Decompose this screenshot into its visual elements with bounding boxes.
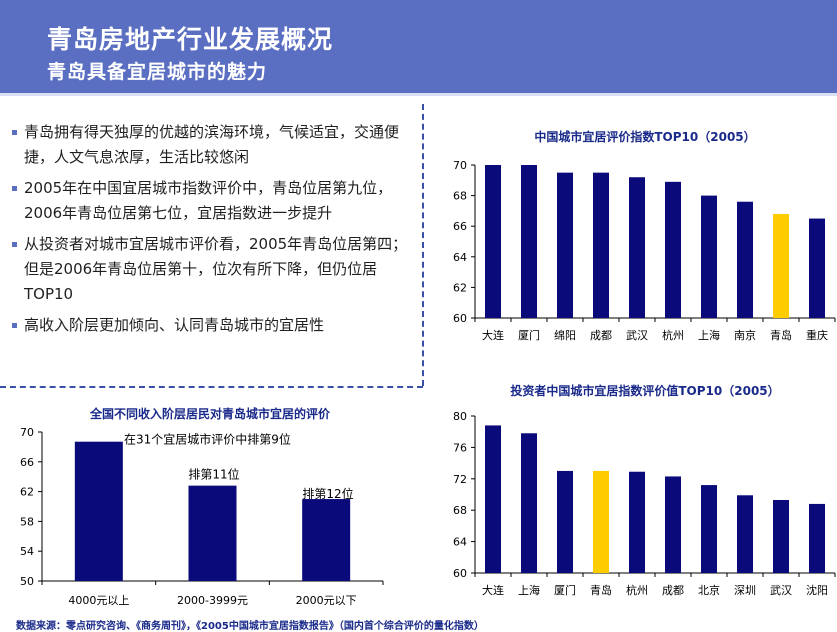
bar xyxy=(629,471,645,573)
chart-city-livability-top10: 中国城市宜居评价指数TOP10（2005） 60 62 64 66 68 70 大连 厦门 绵阳 成… xyxy=(453,129,836,342)
bar xyxy=(737,201,753,318)
x-category-label: 4000元以上 xyxy=(68,594,129,607)
x-category-label: 沈阳 xyxy=(806,583,828,597)
bar xyxy=(809,503,825,573)
bullet-item: 高收入阶层更加倾向、认同青岛城市的宜居性 xyxy=(12,313,417,338)
bullet-square-icon xyxy=(12,130,17,135)
y-tick-label: 62 xyxy=(20,486,34,499)
y-tick-label: 66 xyxy=(453,220,467,233)
bar xyxy=(773,499,789,573)
y-tick-label: 64 xyxy=(453,251,467,264)
bullet-item: 2005年在中国宜居城市指数评价中，青岛位居第九位，2006年青岛位居第七位，宜… xyxy=(12,176,417,226)
header-banner: 青岛房地产行业发展概况 青岛具备宜居城市的魅力 xyxy=(0,0,837,93)
y-tick-label: 72 xyxy=(453,473,467,486)
bar xyxy=(809,218,825,318)
dashed-divider-vertical xyxy=(422,104,424,386)
y-tick-label: 70 xyxy=(20,426,34,439)
y-tick-label: 76 xyxy=(453,441,467,454)
y-tick-label: 50 xyxy=(20,575,34,588)
x-category-label: 大连 xyxy=(482,583,504,597)
bar xyxy=(521,433,537,573)
y-tick-label: 68 xyxy=(453,504,467,517)
bar xyxy=(665,181,681,318)
bullet-text: 2005年在中国宜居城市指数评价中，青岛位居第九位，2006年青岛位居第七位，宜… xyxy=(24,179,393,222)
bar xyxy=(701,195,717,318)
y-tick-label: 64 xyxy=(453,536,467,549)
x-category-label: 青岛 xyxy=(590,583,612,597)
bar xyxy=(593,470,609,573)
x-category-label: 杭州 xyxy=(626,583,648,597)
dashed-divider-horizontal xyxy=(0,386,423,388)
page-subtitle: 青岛具备宜居城市的魅力 xyxy=(47,61,268,83)
bullet-square-icon xyxy=(12,323,17,328)
y-tick-label: 70 xyxy=(453,159,467,172)
bullet-item: 青岛拥有得天独厚的优越的滨海环境，气候适宜，交通便捷，人文气息浓厚，生活比较悠闲 xyxy=(12,120,417,170)
bar xyxy=(557,470,573,573)
bar xyxy=(188,485,237,581)
bar xyxy=(773,213,789,318)
x-category-label: 杭州 xyxy=(662,328,684,342)
y-tick-label: 54 xyxy=(20,545,34,558)
x-category-label: 2000元以下 xyxy=(296,594,357,607)
x-category-label: 北京 xyxy=(698,583,720,597)
bar xyxy=(74,441,123,581)
chart-title: 投资者中国城市宜居指数评价值TOP10（2005） xyxy=(510,383,779,398)
bullet-text: 从投资者对城市宜居城市评价看，2005年青岛位居第四；但是2006年青岛位居第十… xyxy=(24,235,408,303)
chart-income-group-evaluation: 全国不同收入阶层居民对青岛城市宜居的评价 50 54 58 62 66 70 4000元以上 在… xyxy=(20,406,384,607)
x-category-label: 成都 xyxy=(590,329,612,342)
y-tick-label: 68 xyxy=(453,190,467,203)
y-tick-label: 66 xyxy=(20,456,34,469)
y-tick-label: 60 xyxy=(453,312,467,325)
y-tick-label: 58 xyxy=(20,515,34,528)
bar xyxy=(485,425,501,573)
bar xyxy=(521,165,537,318)
x-category-label: 成都 xyxy=(662,584,684,597)
bar-annotation: 排第12位 xyxy=(302,486,353,501)
bullet-square-icon xyxy=(12,186,17,191)
bar xyxy=(302,499,351,581)
bullet-text: 青岛拥有得天独厚的优越的滨海环境，气候适宜，交通便捷，人文气息浓厚，生活比较悠闲 xyxy=(24,123,400,166)
bar xyxy=(737,495,753,573)
bullet-text: 高收入阶层更加倾向、认同青岛城市的宜居性 xyxy=(24,316,325,334)
x-category-label: 武汉 xyxy=(770,584,792,597)
bar-annotation: 在31个宜居城市评价中排第9位 xyxy=(124,432,291,447)
x-category-label: 厦门 xyxy=(554,583,576,597)
y-tick-label: 60 xyxy=(453,567,467,580)
x-category-label: 深圳 xyxy=(734,584,756,597)
data-source-note: 数据来源：零点研究咨询、《商务周刊》，《2005中国城市宜居指数报告》（国内首个… xyxy=(16,621,484,632)
bar-annotation: 排第11位 xyxy=(188,467,239,482)
chart-title: 全国不同收入阶层居民对青岛城市宜居的评价 xyxy=(89,406,331,421)
bar xyxy=(629,177,645,318)
chart-title: 中国城市宜居评价指数TOP10（2005） xyxy=(534,129,755,144)
x-category-label: 重庆 xyxy=(806,328,828,342)
x-category-label: 绵阳 xyxy=(554,328,576,342)
bar xyxy=(593,172,609,318)
y-tick-label: 80 xyxy=(453,410,467,423)
y-tick-label: 62 xyxy=(453,281,467,294)
page-title: 青岛房地产行业发展概况 xyxy=(47,25,334,54)
bar xyxy=(485,165,501,318)
x-category-label: 南京 xyxy=(734,328,756,342)
x-category-label: 上海 xyxy=(698,328,720,342)
x-category-label: 武汉 xyxy=(626,329,648,342)
bullet-list: 青岛拥有得天独厚的优越的滨海环境，气候适宜，交通便捷，人文气息浓厚，生活比较悠闲… xyxy=(12,120,417,344)
x-category-label: 2000-3999元 xyxy=(177,594,248,607)
chart-investor-livability-top10: 投资者中国城市宜居指数评价值TOP10（2005） 60 64 68 72 76 80 大连上… xyxy=(453,383,836,597)
bar xyxy=(665,476,681,573)
x-category-label: 厦门 xyxy=(518,328,540,342)
bullet-square-icon xyxy=(12,242,17,247)
bar xyxy=(557,172,573,318)
bar xyxy=(701,485,717,573)
x-category-label: 上海 xyxy=(518,583,540,597)
x-category-label: 青岛 xyxy=(770,328,792,342)
x-category-label: 大连 xyxy=(482,328,504,342)
bullet-item: 从投资者对城市宜居城市评价看，2005年青岛位居第四；但是2006年青岛位居第十… xyxy=(12,232,417,307)
header-divider xyxy=(0,93,837,96)
